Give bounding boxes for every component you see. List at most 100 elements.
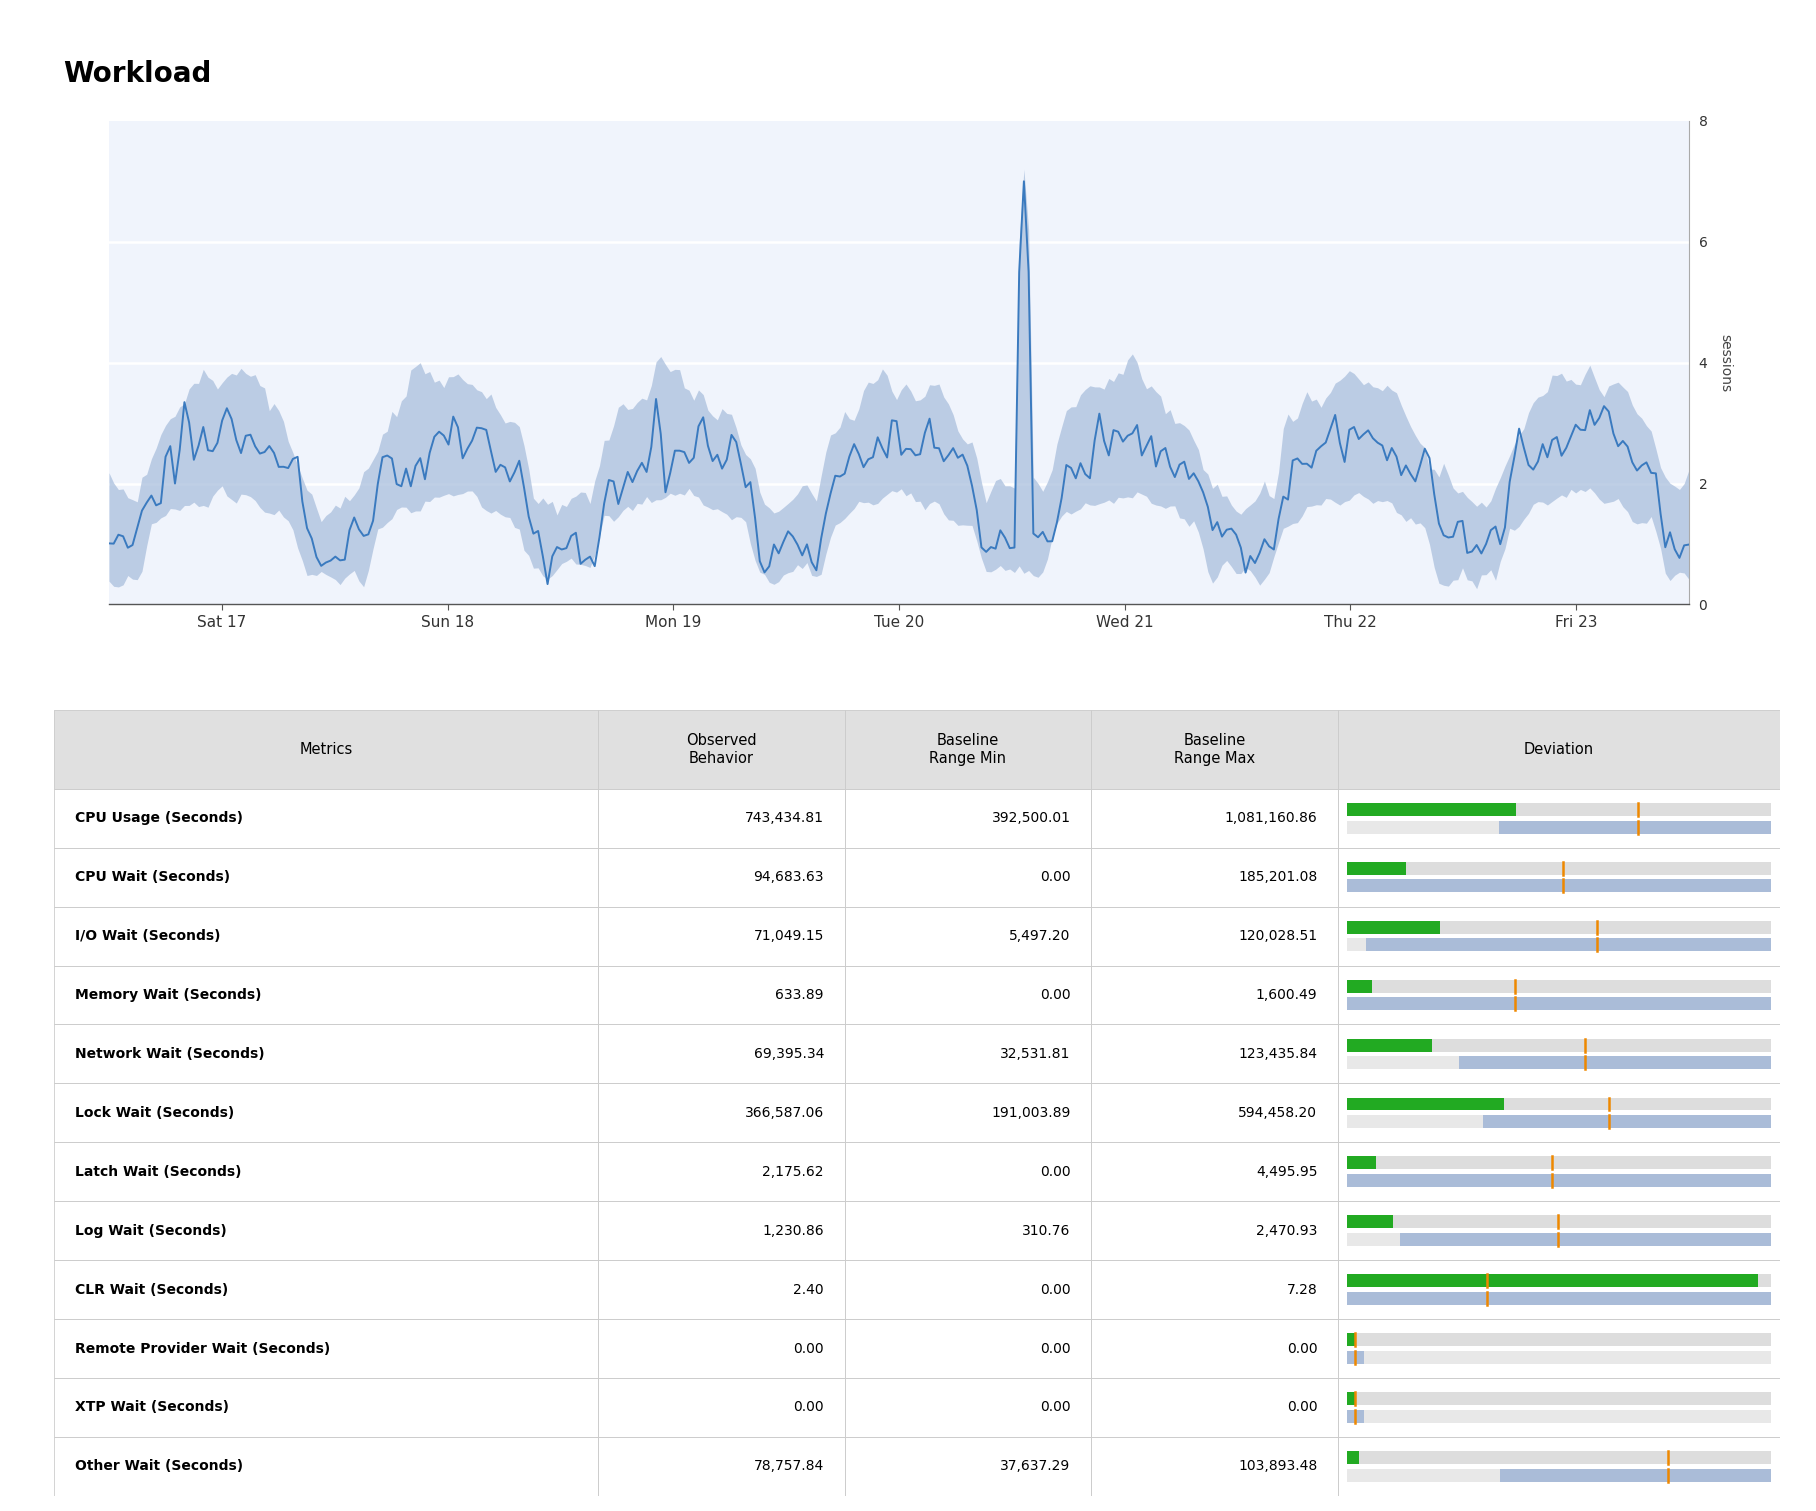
Bar <box>1091 1024 1338 1083</box>
Bar <box>1338 907 1780 966</box>
Bar <box>1347 1392 1355 1405</box>
Text: 0.00: 0.00 <box>794 1342 824 1355</box>
Bar <box>54 1083 597 1142</box>
Bar <box>844 1142 1091 1201</box>
Bar <box>1347 1351 1364 1364</box>
Bar <box>1091 966 1338 1024</box>
Bar <box>54 789 597 848</box>
Text: 123,435.84: 123,435.84 <box>1239 1047 1317 1061</box>
Bar <box>597 1260 844 1319</box>
Bar <box>844 966 1091 1024</box>
Bar <box>1347 1038 1771 1052</box>
Bar <box>1338 1083 1780 1142</box>
Bar <box>1347 1156 1377 1170</box>
Text: Baseline
Range Max: Baseline Range Max <box>1175 733 1255 766</box>
Bar <box>1091 1319 1338 1378</box>
Bar <box>844 1319 1091 1378</box>
Bar <box>1091 1142 1338 1201</box>
Bar <box>1338 1201 1780 1260</box>
Text: 310.76: 310.76 <box>1022 1224 1071 1238</box>
Bar <box>1338 1201 1780 1260</box>
Bar <box>597 1378 844 1437</box>
Bar <box>1091 789 1338 848</box>
Bar <box>1338 789 1780 848</box>
Bar <box>1338 789 1780 848</box>
Text: Observed
Behavior: Observed Behavior <box>686 733 757 766</box>
Bar <box>844 848 1091 907</box>
Bar <box>844 1437 1091 1496</box>
Bar <box>1347 920 1440 934</box>
Bar <box>1347 1274 1771 1287</box>
Text: 78,757.84: 78,757.84 <box>754 1460 824 1473</box>
Text: 633.89: 633.89 <box>775 988 824 1002</box>
Bar <box>1338 1437 1780 1496</box>
Bar <box>597 710 844 789</box>
Bar <box>54 966 597 1024</box>
Bar <box>1458 1056 1771 1070</box>
Bar <box>1091 1319 1338 1378</box>
Text: 71,049.15: 71,049.15 <box>754 929 824 943</box>
Bar <box>54 848 597 907</box>
Bar <box>844 907 1091 966</box>
Bar <box>844 1142 1091 1201</box>
Text: 191,003.89: 191,003.89 <box>992 1106 1071 1120</box>
Text: 1,600.49: 1,600.49 <box>1255 988 1317 1002</box>
Y-axis label: sessions: sessions <box>1718 334 1732 391</box>
Bar <box>54 907 597 966</box>
Text: XTP Wait (Seconds): XTP Wait (Seconds) <box>74 1401 229 1414</box>
Text: 2.40: 2.40 <box>794 1283 824 1296</box>
Bar <box>54 1378 597 1437</box>
Bar <box>1347 861 1406 875</box>
Bar <box>597 1142 844 1201</box>
Bar <box>1347 1038 1431 1052</box>
Bar <box>54 1083 597 1142</box>
Bar <box>1338 1437 1780 1496</box>
Bar <box>54 1437 597 1496</box>
Bar <box>1400 1233 1771 1247</box>
Text: 0.00: 0.00 <box>1041 1401 1071 1414</box>
Bar <box>597 1201 844 1260</box>
Bar <box>1091 1201 1338 1260</box>
Bar <box>597 848 844 907</box>
Bar <box>54 710 597 789</box>
Bar <box>54 1201 597 1260</box>
Text: 7.28: 7.28 <box>1286 1283 1317 1296</box>
Bar <box>1347 1469 1771 1482</box>
Bar <box>54 1024 597 1083</box>
Bar <box>54 966 597 1024</box>
Bar <box>1338 1378 1780 1437</box>
Bar <box>54 907 597 966</box>
Bar <box>597 848 844 907</box>
Bar <box>597 789 844 848</box>
Text: 103,893.48: 103,893.48 <box>1239 1460 1317 1473</box>
Bar <box>1091 710 1338 789</box>
Bar <box>844 710 1091 789</box>
Bar <box>1366 938 1771 952</box>
Bar <box>1347 879 1771 893</box>
Text: Log Wait (Seconds): Log Wait (Seconds) <box>74 1224 227 1238</box>
Bar <box>844 1260 1091 1319</box>
Text: 0.00: 0.00 <box>1288 1342 1317 1355</box>
Bar <box>1091 1378 1338 1437</box>
Bar <box>54 789 597 848</box>
Bar <box>597 1201 844 1260</box>
Text: CPU Wait (Seconds): CPU Wait (Seconds) <box>74 870 231 884</box>
Bar <box>1347 920 1771 934</box>
Bar <box>1347 1215 1771 1228</box>
Text: 69,395.34: 69,395.34 <box>754 1047 824 1061</box>
Bar <box>1347 997 1771 1011</box>
Text: I/O Wait (Seconds): I/O Wait (Seconds) <box>74 929 222 943</box>
Bar <box>1347 1115 1771 1129</box>
Bar <box>1347 1233 1771 1247</box>
Bar <box>1338 1319 1780 1378</box>
Bar <box>1091 1260 1338 1319</box>
Bar <box>1338 710 1780 789</box>
Bar <box>1347 861 1771 875</box>
Bar <box>597 1083 844 1142</box>
Bar <box>1091 907 1338 966</box>
Bar <box>1347 879 1771 893</box>
Bar <box>1091 1201 1338 1260</box>
Bar <box>1091 789 1338 848</box>
Text: CLR Wait (Seconds): CLR Wait (Seconds) <box>74 1283 229 1296</box>
Text: 32,531.81: 32,531.81 <box>1001 1047 1071 1061</box>
